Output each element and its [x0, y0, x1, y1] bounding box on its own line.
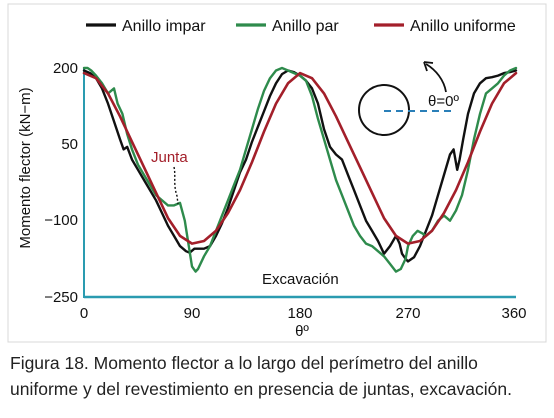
junta-pointer: [173, 166, 179, 205]
legend-label-impar: Anillo impar: [122, 18, 206, 35]
rotation-arrowhead-icon: [423, 61, 434, 72]
series-layer: [82, 66, 518, 273]
y-tick-label: −100: [44, 212, 78, 229]
x-tick-label: 270: [395, 305, 420, 322]
x-axis-title: θº: [295, 323, 309, 340]
theta-inset: θ=0º: [358, 61, 459, 136]
legend-label-par: Anillo par: [272, 18, 339, 35]
legend: Anillo impar Anillo par Anillo uniforme: [86, 18, 516, 35]
rotation-arrow-icon: [425, 63, 447, 93]
x-tick-label: 0: [80, 305, 88, 322]
legend-label-uniforme: Anillo uniforme: [410, 18, 516, 35]
junta-annotation: Junta: [151, 149, 188, 166]
y-tick-label: 200: [53, 60, 78, 77]
x-tick-label: 90: [184, 305, 201, 322]
theta-zero-label: θ=0º: [428, 93, 459, 110]
y-tick-label: −250: [44, 289, 78, 306]
chart-frame: [7, 3, 547, 343]
y-axis-title: Momento flector (kN−m): [17, 87, 34, 248]
series-line-uniforme: [82, 71, 518, 245]
figure-caption: Figura 18. Momento flector a lo largo de…: [10, 353, 512, 399]
y-tick-label: 50: [61, 136, 78, 153]
x-tick-label: 360: [501, 305, 526, 322]
x-tick-label: 180: [287, 305, 312, 322]
excavacion-annotation: Excavación: [262, 271, 339, 288]
